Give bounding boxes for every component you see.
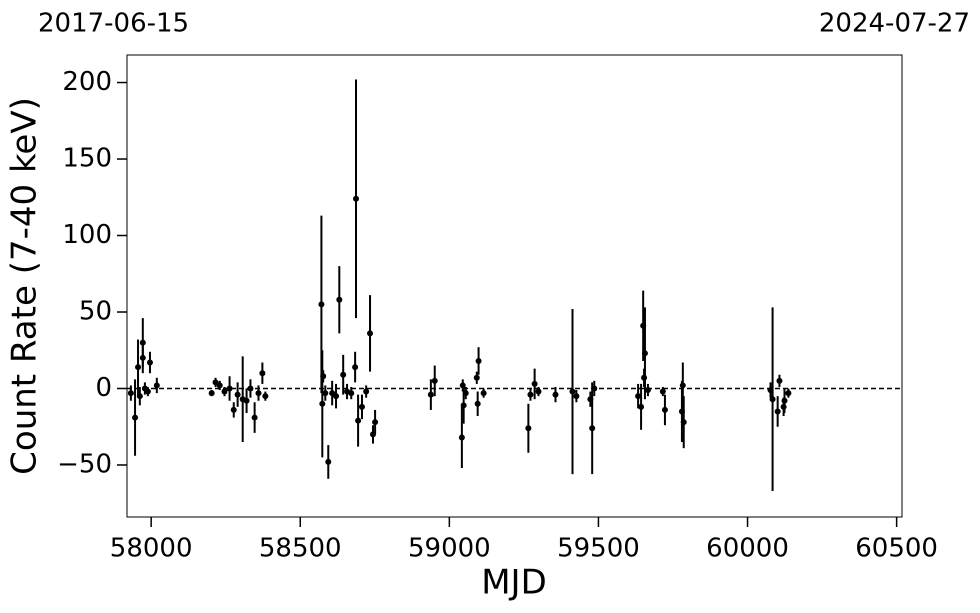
data-point bbox=[427, 391, 434, 398]
data-point bbox=[781, 397, 788, 404]
data-point bbox=[431, 377, 438, 384]
data-point bbox=[340, 371, 347, 378]
data-point bbox=[552, 391, 559, 398]
data-point bbox=[635, 393, 642, 400]
data-point bbox=[255, 390, 262, 397]
data-point bbox=[680, 419, 687, 426]
data-point bbox=[259, 370, 266, 377]
data-point bbox=[132, 414, 139, 421]
data-point bbox=[127, 390, 134, 397]
data-point bbox=[525, 425, 532, 432]
y-tick-label: −50 bbox=[57, 449, 112, 479]
data-point bbox=[226, 385, 233, 392]
x-tick-label: 59500 bbox=[557, 534, 640, 564]
data-point bbox=[785, 390, 792, 397]
data-point bbox=[535, 388, 542, 395]
y-axis-label: Count Rate (7-40 keV) bbox=[5, 97, 45, 475]
data-point bbox=[591, 385, 598, 392]
data-point bbox=[221, 388, 228, 395]
data-point bbox=[230, 406, 237, 413]
y-tick-label: 50 bbox=[79, 297, 112, 327]
x-tick-label: 59000 bbox=[408, 534, 491, 564]
x-tick-label: 58500 bbox=[259, 534, 342, 564]
data-point bbox=[641, 350, 648, 357]
data-point bbox=[144, 388, 151, 395]
data-point bbox=[135, 364, 142, 371]
data-point bbox=[146, 359, 153, 366]
y-tick-label: 0 bbox=[95, 373, 112, 403]
data-point bbox=[458, 434, 465, 441]
data-point bbox=[348, 390, 355, 397]
data-point bbox=[372, 419, 379, 426]
data-point bbox=[153, 382, 160, 389]
y-tick-label: 150 bbox=[62, 144, 112, 174]
data-point bbox=[208, 390, 215, 397]
data-point bbox=[325, 458, 332, 465]
end-date: 2024-07-27 bbox=[819, 9, 970, 39]
data-point bbox=[247, 385, 254, 392]
data-point bbox=[212, 379, 219, 386]
data-point bbox=[352, 364, 359, 371]
data-point bbox=[333, 393, 340, 400]
data-point bbox=[251, 414, 258, 421]
data-point bbox=[589, 425, 596, 432]
data-point bbox=[644, 387, 651, 394]
data-point bbox=[661, 406, 668, 413]
data-point bbox=[527, 391, 534, 398]
data-point bbox=[136, 393, 143, 400]
data-point bbox=[358, 403, 365, 410]
data-point bbox=[573, 393, 580, 400]
data-point bbox=[367, 330, 374, 337]
data-point bbox=[355, 417, 362, 424]
data-point bbox=[319, 400, 326, 407]
data-point bbox=[473, 374, 480, 381]
data-point bbox=[320, 373, 327, 380]
data-point bbox=[336, 296, 343, 303]
data-point bbox=[322, 390, 329, 397]
data-point bbox=[638, 403, 645, 410]
data-point bbox=[462, 390, 469, 397]
data-point bbox=[262, 393, 269, 400]
data-point bbox=[774, 408, 781, 415]
data-point bbox=[318, 301, 325, 308]
data-point bbox=[474, 400, 481, 407]
data-point bbox=[659, 388, 666, 395]
data-point bbox=[531, 380, 538, 387]
data-point bbox=[769, 396, 776, 403]
y-tick-label: 100 bbox=[62, 220, 112, 250]
y-tick-label: 200 bbox=[62, 67, 112, 97]
data-point bbox=[475, 357, 482, 364]
data-point bbox=[460, 402, 467, 409]
data-point bbox=[679, 382, 686, 389]
data-point bbox=[243, 397, 250, 404]
plot-frame bbox=[126, 54, 903, 518]
data-point bbox=[459, 382, 466, 389]
data-point bbox=[569, 388, 576, 395]
start-date: 2017-06-15 bbox=[38, 9, 189, 39]
x-tick-label: 60500 bbox=[855, 534, 938, 564]
data-point bbox=[480, 390, 487, 397]
data-point bbox=[216, 382, 223, 389]
data-point bbox=[776, 377, 783, 384]
x-axis-label: MJD bbox=[481, 563, 547, 603]
data-point bbox=[353, 195, 360, 202]
data-point bbox=[139, 339, 146, 346]
x-tick-label: 60000 bbox=[706, 534, 789, 564]
x-tick-label: 58000 bbox=[110, 534, 193, 564]
data-point bbox=[363, 388, 370, 395]
data-point bbox=[234, 391, 241, 398]
